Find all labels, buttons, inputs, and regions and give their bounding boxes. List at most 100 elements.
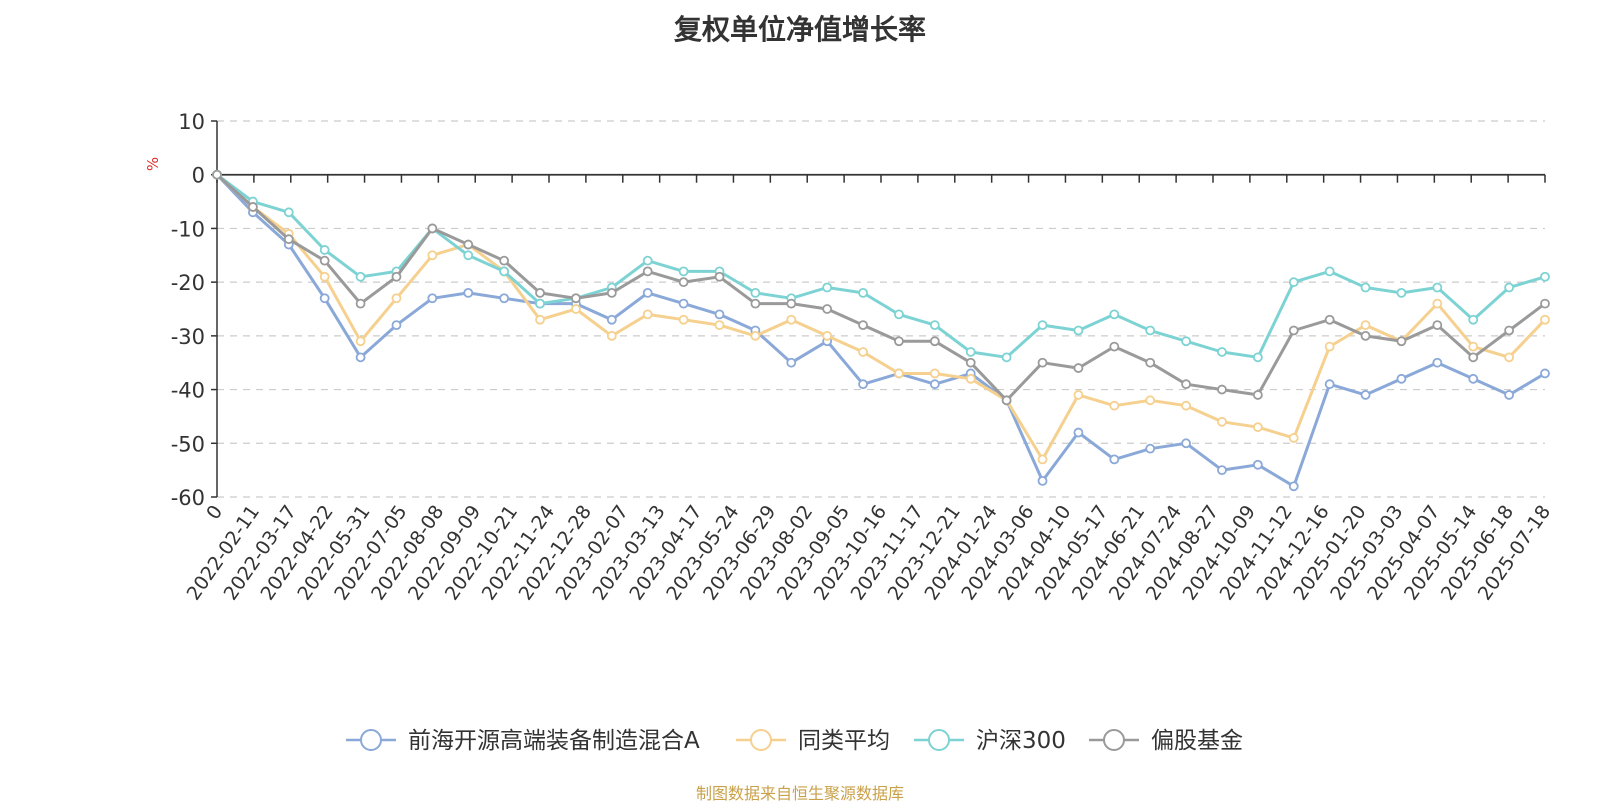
series-point: [499, 293, 510, 304]
series-point: [1073, 427, 1084, 438]
series-point: [714, 271, 725, 282]
legend-item[interactable]: 前海开源高端装备制造混合A: [346, 728, 700, 754]
y-tick-label: -10: [171, 217, 205, 241]
series-point: [1037, 357, 1048, 368]
series-point: [1432, 298, 1443, 309]
series-point: [858, 287, 868, 298]
series-point: [1324, 314, 1335, 325]
y-tick-label: -40: [171, 379, 205, 403]
series-point: [965, 357, 976, 368]
series-point: [965, 373, 976, 384]
series-point: [1540, 368, 1550, 379]
series-point: [1145, 443, 1156, 454]
series-point: [1360, 282, 1371, 293]
series-point: [1217, 465, 1227, 476]
series-point: [678, 314, 689, 325]
series-point: [822, 282, 833, 293]
series-point: [642, 266, 653, 277]
series-point: [1288, 325, 1299, 336]
legend-label: 沪深300: [976, 728, 1066, 754]
series-point: [319, 271, 330, 282]
series-point: [1252, 422, 1263, 433]
series-point: [1432, 320, 1443, 331]
series-point: [319, 245, 330, 255]
series-point: [1540, 271, 1550, 282]
legend-marker: [1103, 729, 1125, 751]
series-point: [427, 293, 438, 304]
legend-label: 偏股基金: [1151, 728, 1243, 754]
series-point: [642, 255, 653, 266]
chart-title: 复权单位净值增长率: [673, 13, 926, 46]
series-point: [391, 293, 402, 304]
legend-item[interactable]: 同类平均: [736, 728, 890, 754]
series-point: [1145, 357, 1156, 368]
series-point: [463, 287, 474, 298]
series-point: [1001, 395, 1012, 406]
series-point: [1288, 277, 1299, 288]
series-point: [1324, 379, 1335, 390]
series-point: [894, 309, 904, 320]
series-point: [212, 169, 222, 180]
series-point: [1360, 390, 1371, 400]
series-point: [1252, 352, 1263, 363]
series-point: [929, 368, 940, 379]
axis-layer: 100-10-20-30-40-50-60%02022-02-112022-03…: [144, 110, 1555, 604]
y-tick-label: -30: [171, 325, 205, 349]
series-point: [1432, 357, 1443, 368]
series-point: [1432, 282, 1443, 293]
series-point: [463, 239, 474, 250]
series-point: [283, 234, 294, 245]
legend-marker: [928, 729, 950, 751]
legend-marker: [750, 729, 772, 751]
series-point: [1324, 341, 1335, 352]
series-point: [1288, 433, 1299, 443]
y-tick-label: -60: [171, 486, 205, 510]
series-point: [1504, 390, 1515, 400]
series-point: [391, 271, 402, 282]
series-point: [750, 330, 761, 341]
legend-item[interactable]: 偏股基金: [1089, 728, 1243, 754]
series-point: [535, 314, 545, 325]
series-point: [1504, 325, 1515, 336]
series-point: [822, 330, 833, 341]
series-point: [1073, 363, 1084, 373]
series-point: [1073, 325, 1084, 336]
series-point: [1324, 266, 1335, 277]
grid-layer: [217, 120, 1545, 498]
series-point: [642, 287, 653, 298]
series-point: [463, 250, 474, 261]
series-point: [1109, 400, 1120, 411]
series-point: [319, 255, 330, 266]
series-point: [1217, 416, 1227, 427]
series-point: [606, 314, 617, 325]
series-point: [391, 320, 402, 331]
series-point: [355, 271, 366, 282]
series-point: [965, 347, 976, 357]
series-line: [216, 173, 1546, 359]
legend-label: 前海开源高端装备制造混合A: [408, 728, 700, 754]
series-point: [606, 287, 617, 298]
series-point: [858, 347, 868, 357]
series-point: [427, 250, 438, 261]
series-point: [1468, 341, 1479, 352]
legend-item[interactable]: 沪深300: [914, 728, 1066, 754]
series-point: [1360, 330, 1371, 341]
series-point: [1252, 459, 1263, 470]
series-line: [215, 173, 1546, 488]
series-point: [714, 309, 725, 320]
series-point: [1181, 400, 1191, 411]
series-point: [355, 336, 366, 347]
series-point: [1037, 475, 1048, 486]
series-point: [535, 298, 545, 309]
legend[interactable]: 前海开源高端装备制造混合A 同类平均 沪深300 偏股基金: [346, 728, 1243, 754]
series-line: [215, 173, 1546, 402]
series-point: [678, 298, 689, 309]
series-point: [786, 298, 797, 309]
legend-label: 同类平均: [798, 728, 890, 754]
series-point: [247, 202, 258, 212]
series-point: [1252, 390, 1263, 400]
series-point: [1468, 314, 1479, 325]
series-point: [1504, 352, 1515, 363]
series-point: [822, 304, 833, 314]
